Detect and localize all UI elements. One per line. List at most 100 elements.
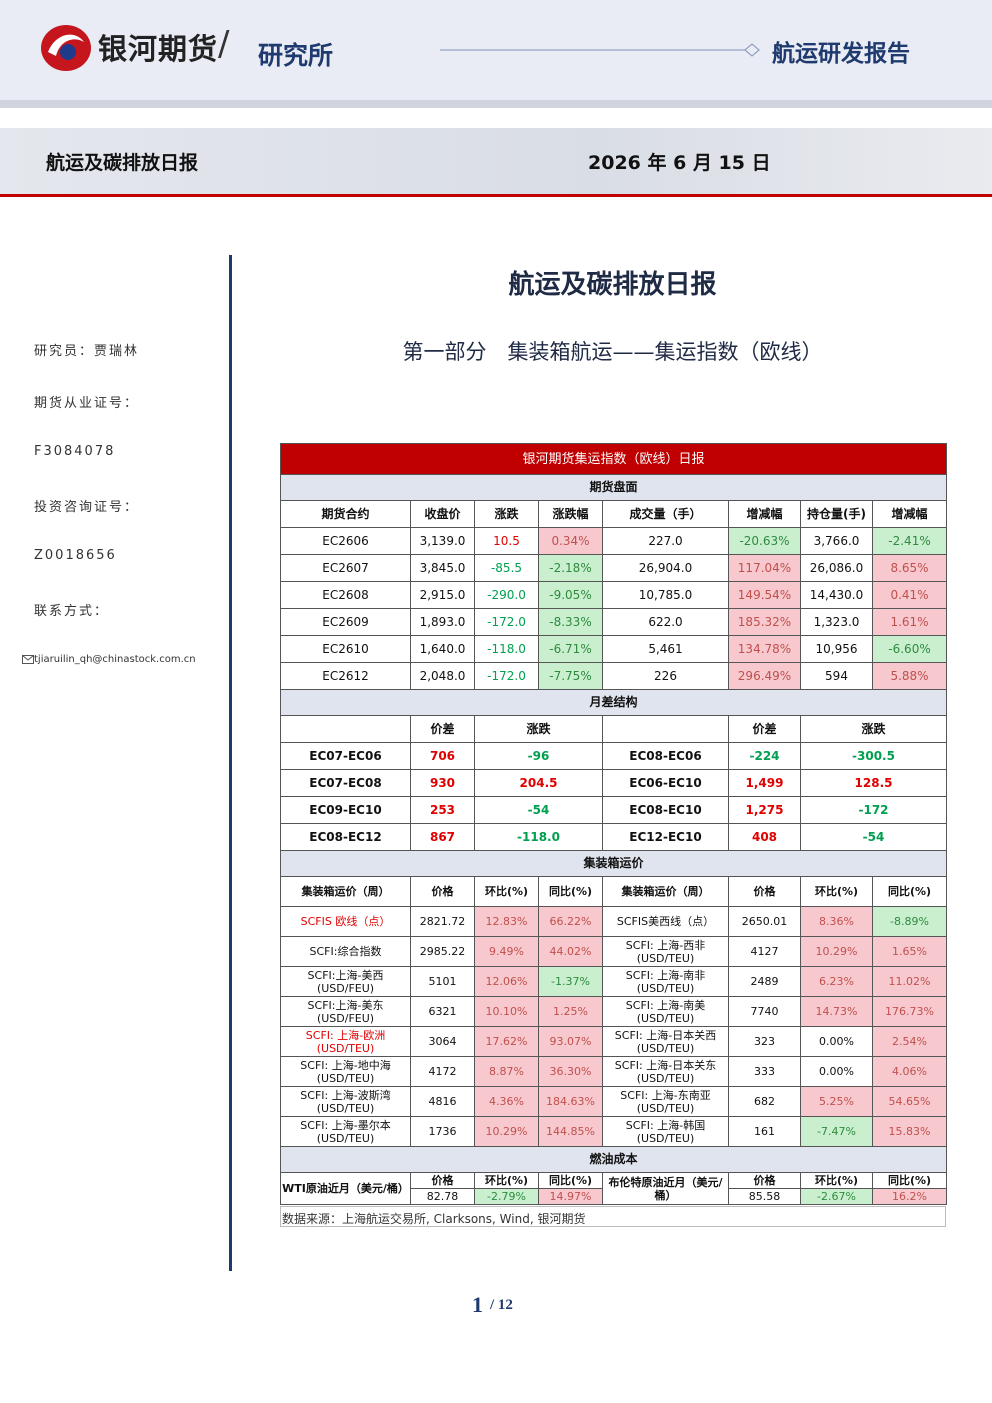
banner-rule (0, 194, 992, 197)
data-row: SCFI:上海-美东 (USD/FEU) 6321 10.10% 1.25% SCFI:… (280, 996, 948, 1027)
sidebar-item: 联系方式： (34, 604, 110, 619)
data-cell: -2.18% (538, 554, 603, 582)
header-cell: 同比(%) (538, 876, 603, 907)
main-subtitle: 第一部分 集装箱航运——集运指数（欧线） (402, 340, 823, 364)
data-cell: 226 (602, 662, 729, 690)
data-cell: 253 (410, 796, 475, 824)
data-cell: 6321 (410, 996, 475, 1027)
data-cell: 3064 (410, 1026, 475, 1057)
data-row: SCFI:综合指数 2985.22 9.49% 44.02% SCFI: 上海-西非 (… (280, 936, 948, 967)
data-row: 82.78 -2.79% 14.97% 85.58 -2.67% 16.2% (281, 1188, 948, 1205)
data-cell: -8.33% (538, 608, 603, 636)
logo-swirl (48, 34, 84, 56)
data-cell: 185.32% (728, 608, 801, 636)
banner-title: 航运及碳排放日报 (46, 152, 199, 174)
data-cell: 0.00% (800, 1056, 873, 1087)
data-row: SCFI:上海-美西 (USD/FEU) 5101 12.06% -1.37% SCFI… (280, 966, 948, 997)
data-cell: 4816 (410, 1086, 475, 1117)
data-cell: -300.5 (799, 742, 948, 770)
data-cell: 622.0 (602, 608, 729, 636)
data-cell: EC2612 (280, 662, 411, 690)
data-cell: 3,845.0 (410, 554, 475, 582)
data-cell: 10,956 (800, 635, 873, 663)
data-cell: -85.5 (474, 554, 539, 582)
data-cell: 2985.22 (410, 936, 475, 967)
data-cell: 176.73% (871, 996, 948, 1027)
data-cell: 2650.01 (728, 906, 801, 937)
header-cell: 价格 (728, 876, 801, 907)
header-cell: 环比(%) (800, 876, 873, 907)
header-row: WTI原油近月（美元/桶） 价格 环比(%) 同比(%) 布伦特原油近月（美元/桶） 价格… (280, 1172, 948, 1205)
data-cell: 2.54% (871, 1026, 948, 1057)
logo (41, 25, 91, 71)
table-title: 银河期货集运指数（欧线）日报 (279, 443, 948, 475)
data-row: SCFI: 上海-欧洲 (USD/TEU) 3064 17.62% 93.07% SCF… (280, 1026, 948, 1057)
data-cell: -20.63% (728, 527, 801, 555)
data-cell: 16.2% (871, 1188, 948, 1205)
data-cell: 3,139.0 (410, 527, 475, 555)
header-cell: 同比(%) (538, 1172, 603, 1189)
header-cell: 涨跌 (474, 500, 539, 528)
data-cell: 184.63% (538, 1086, 603, 1117)
data-cell: 14.97% (538, 1188, 603, 1205)
section-title: 月差结构 (279, 689, 948, 716)
data-cell: 408 (728, 823, 801, 851)
header-cell: 价格 (728, 1172, 801, 1189)
data-cell: -7.47% (800, 1116, 873, 1147)
header-cell: 期货合约 (280, 500, 411, 528)
data-row: EC2607 3,845.0 -85.5 -2.18% 26,904.0 117.04% 2… (280, 554, 948, 582)
data-row: SCFIS 欧线（点） 2821.72 12.83% 66.22% SCFIS美西线（点… (280, 906, 948, 937)
data-cell: 4.36% (474, 1086, 539, 1117)
sidebar-rule (229, 255, 232, 1271)
report-type: 航运研发报告 (772, 41, 910, 67)
data-cell: 4.06% (871, 1056, 948, 1087)
mail-icon (22, 654, 34, 664)
data-cell: EC2607 (280, 554, 411, 582)
data-cell: -2.67% (800, 1188, 873, 1205)
data-row: SCFI: 上海-地中海 (USD/TEU) 4172 8.87% 36.30% SCF… (280, 1056, 948, 1087)
data-cell: 7740 (728, 996, 801, 1027)
data-cell: -8.89% (871, 906, 948, 937)
data-cell: -9.05% (538, 581, 603, 609)
data-cell: SCFI: 上海-东南亚 (USD/TEU) (602, 1086, 729, 1117)
data-cell: 144.85% (538, 1116, 603, 1147)
data-cell: 26,904.0 (602, 554, 729, 582)
section-title: 期货盘面 (279, 474, 948, 501)
data-cell: -172 (799, 796, 948, 824)
header-row: 集装箱运价（周） 价格 环比(%) 同比(%) 集装箱运价（周） 价格 环比(%) 同比(%) (280, 876, 948, 907)
data-row: EC2609 1,893.0 -172.0 -8.33% 622.0 185.32% 1,3… (280, 608, 948, 636)
header-cell: 环比(%) (474, 876, 539, 907)
data-cell: 1,499 (728, 769, 801, 797)
data-cell: 0.34% (538, 527, 603, 555)
section-row: 集装箱运价 (279, 850, 948, 877)
data-cell: 11.02% (871, 966, 948, 997)
data-cell: SCFIS 欧线（点） (280, 906, 411, 937)
data-cell: 93.07% (538, 1026, 603, 1057)
data-cell: 4127 (728, 936, 801, 967)
header-cell: 环比(%) (800, 1172, 873, 1189)
data-row: EC09-EC10 253 -54 EC08-EC10 1,275 -172 (280, 796, 948, 824)
data-cell: 6.23% (800, 966, 873, 997)
data-cell: 1,323.0 (800, 608, 873, 636)
sidebar-item: 投资咨询证号： (34, 500, 140, 515)
data-cell: 117.04% (728, 554, 801, 582)
data-cell: -224 (728, 742, 801, 770)
data-cell: EC2610 (280, 635, 411, 663)
main-title: 航运及碳排放日报 (508, 270, 717, 300)
data-cell: 10.10% (474, 996, 539, 1027)
header-cell: WTI原油近月（美元/桶） (280, 1172, 411, 1205)
data-row: SCFI: 上海-墨尔本 (USD/TEU) 1736 10.29% 144.85% S… (280, 1116, 948, 1147)
data-cell: 5.25% (800, 1086, 873, 1117)
data-cell: SCFI: 上海-欧洲 (USD/TEU) (280, 1026, 411, 1057)
title-row: 银河期货集运指数（欧线）日报 (279, 443, 948, 475)
header-cell: 价差 (728, 715, 801, 743)
data-cell: EC07-EC06 (280, 742, 411, 770)
data-cell: 2489 (728, 966, 801, 997)
data-row: EC2608 2,915.0 -290.0 -9.05% 10,785.0 149.54%… (280, 581, 948, 609)
empty-cell (602, 715, 729, 743)
data-cell: -2.79% (474, 1188, 539, 1205)
data-cell: 10.29% (474, 1116, 539, 1147)
data-cell: 54.65% (871, 1086, 948, 1117)
